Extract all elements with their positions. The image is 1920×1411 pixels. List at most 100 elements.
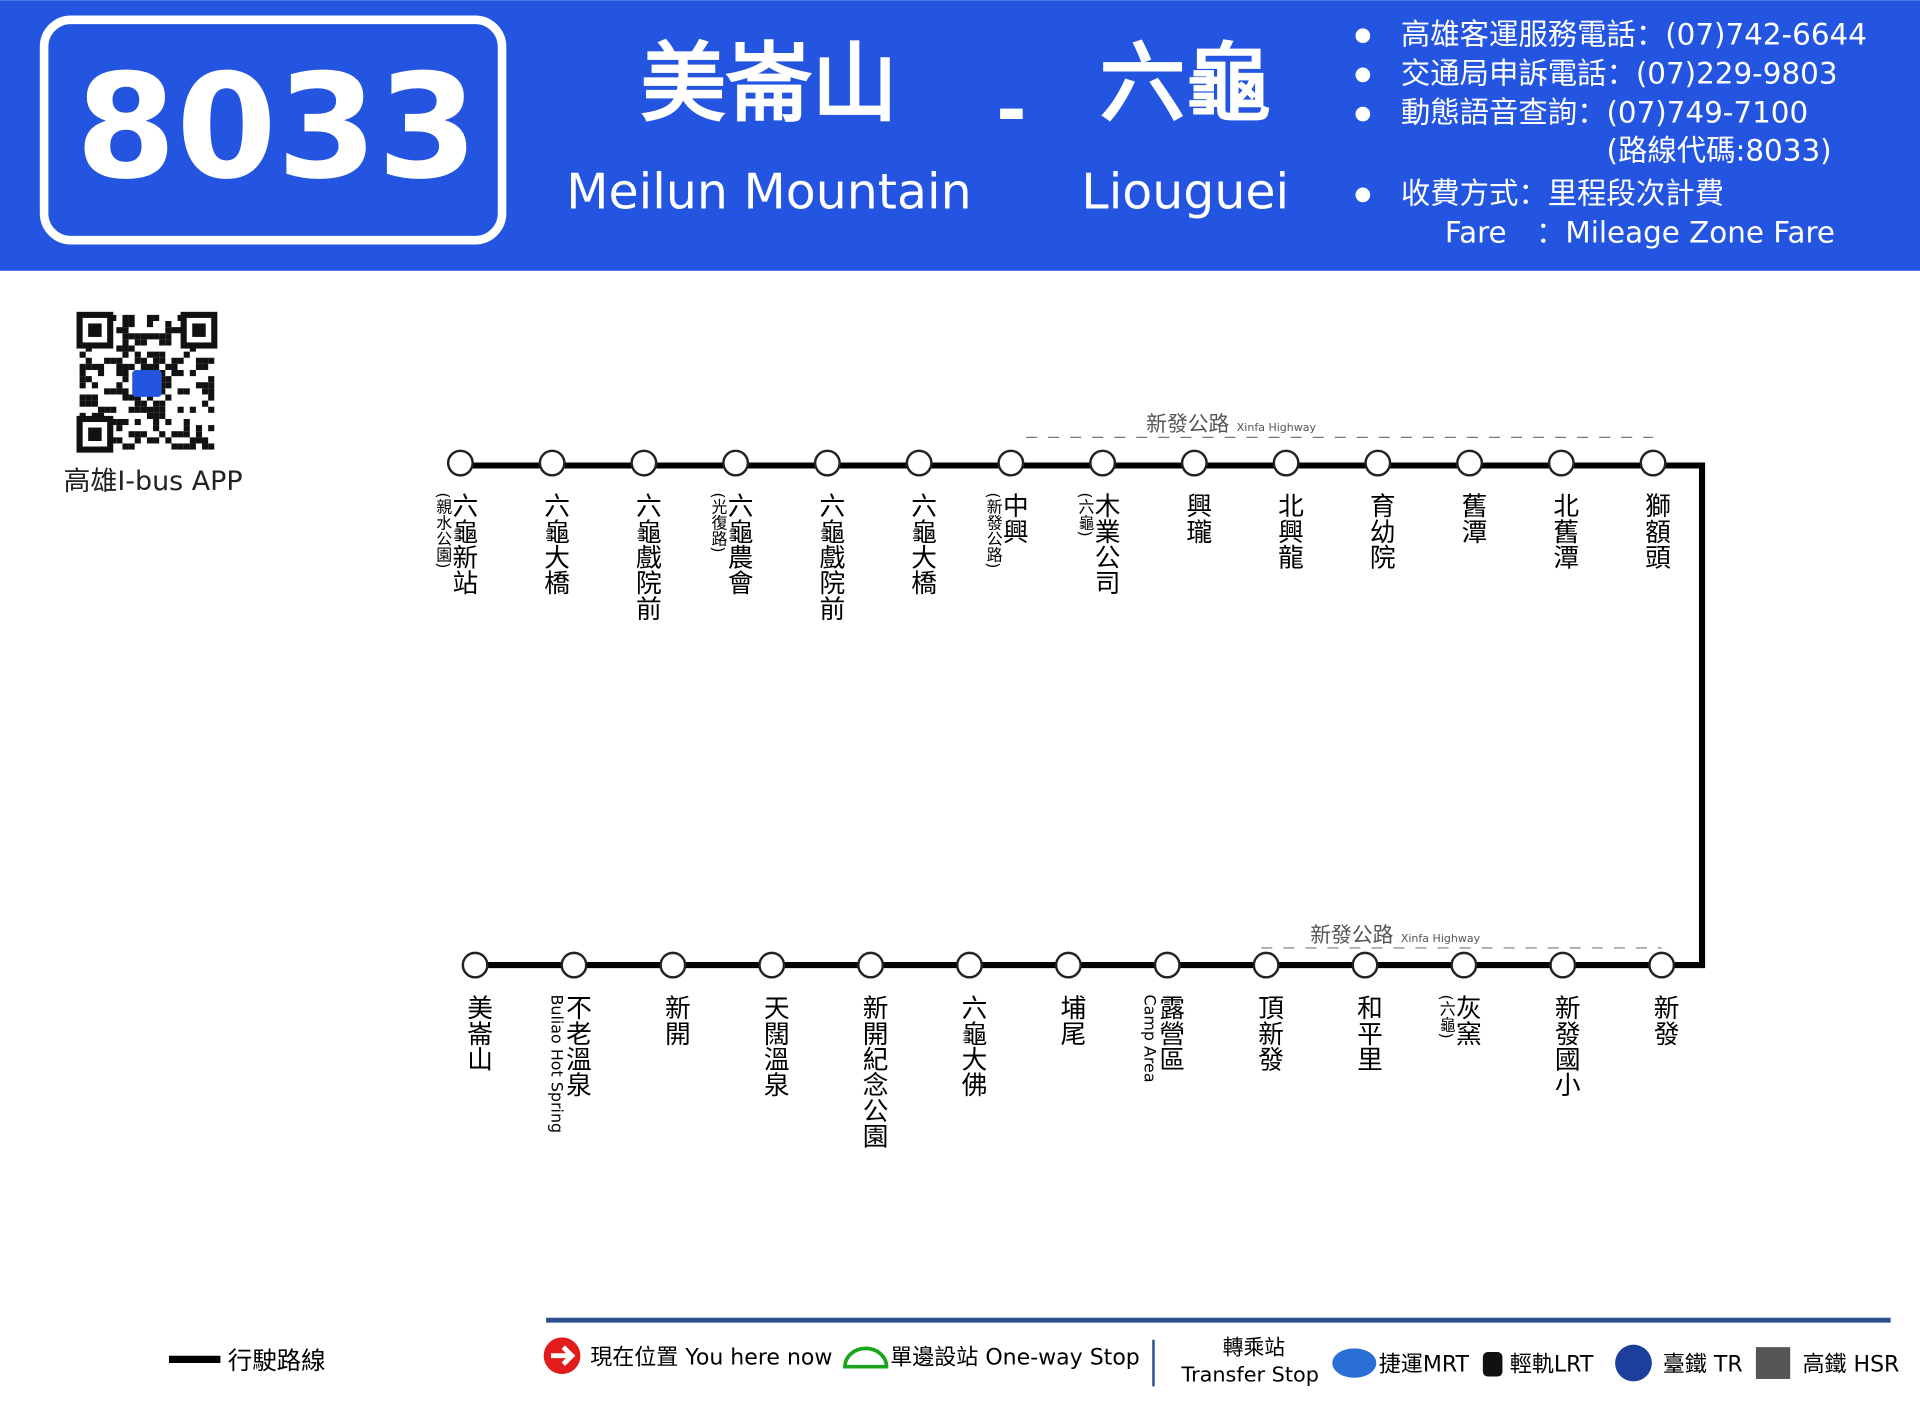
stop-name: 六龜新站	[448, 492, 478, 595]
route-number: 8033	[76, 44, 478, 212]
highway-en: Xinfa Highway	[1401, 932, 1481, 945]
qr-cell	[159, 388, 166, 395]
bullet	[1355, 67, 1371, 83]
qr-cell	[128, 406, 135, 413]
qr-cell	[195, 431, 203, 438]
stop-name: 六龜戲院前	[815, 492, 845, 621]
qr-cell	[189, 406, 196, 413]
qr-cell	[134, 394, 141, 401]
qr-cell	[97, 406, 105, 413]
qr-cell	[208, 425, 215, 432]
qr-cell	[140, 357, 147, 364]
qr-cell	[208, 357, 215, 364]
qr-cell	[177, 431, 184, 438]
qr-cell	[122, 443, 129, 450]
stop-name: 美崙山	[463, 994, 493, 1072]
legend-hsr: 高鐵 HSR	[1802, 1353, 1899, 1378]
stop	[813, 449, 841, 477]
legend-lrt: 輕軌LRT	[1510, 1353, 1594, 1378]
qr-finder	[76, 311, 114, 349]
bullet	[1355, 187, 1371, 203]
legend-mrt: 捷運MRT	[1379, 1353, 1470, 1378]
qr-cell	[208, 376, 215, 383]
transfer-en: Transfer Stop	[1180, 1362, 1319, 1386]
qr-cell	[128, 363, 135, 370]
stop	[758, 951, 786, 979]
qr-cell	[153, 437, 160, 444]
qr-cell	[153, 406, 160, 413]
qr-cell	[91, 400, 98, 407]
qr-cell	[140, 400, 147, 407]
qr-cell	[171, 443, 178, 450]
qr-cell	[146, 321, 154, 328]
qr-cell	[159, 431, 166, 438]
qr-cell	[153, 333, 160, 340]
qr-cell	[189, 369, 196, 377]
qr-cell	[159, 376, 166, 383]
stop	[857, 951, 885, 979]
qr-cell	[91, 412, 98, 419]
qr-cell	[116, 437, 123, 444]
qr-cell	[165, 394, 172, 401]
stop	[1456, 449, 1484, 477]
qr-cell	[208, 382, 215, 389]
qr-cell	[140, 339, 147, 346]
qr-cell	[165, 339, 172, 346]
hsr-icon	[1755, 1347, 1791, 1379]
transfer-zh: 轉乘站	[1223, 1335, 1285, 1359]
stop-sub: (親水公園)	[434, 492, 453, 568]
qr-cell	[208, 388, 215, 395]
qr-cell	[79, 376, 86, 383]
qr-cell	[110, 388, 117, 395]
stop	[630, 449, 658, 477]
stop-name: 新開紀念公園	[858, 994, 888, 1149]
info-line: 收費方式：里程段次計費	[1401, 176, 1724, 210]
qr-cell	[153, 400, 160, 407]
qr-cell	[171, 327, 178, 334]
qr-code	[76, 311, 218, 453]
qr-cell	[134, 351, 141, 358]
qr-cell	[202, 363, 209, 370]
tr-icon	[1615, 1344, 1652, 1382]
qr-cell	[104, 388, 111, 395]
stop	[1549, 951, 1577, 979]
qr-cell	[159, 382, 166, 389]
stop	[1364, 449, 1392, 477]
stop-name: 六龜農會	[723, 492, 753, 595]
qr-cell	[140, 406, 147, 413]
qr-finder	[88, 427, 102, 442]
qr-cell	[134, 418, 141, 426]
qr-cell	[171, 363, 178, 370]
highway-en: Xinfa Highway	[1237, 421, 1317, 434]
stop	[1089, 449, 1117, 477]
qr-cell	[122, 363, 129, 370]
info-line: (路線代碼:8033)	[1607, 134, 1832, 168]
qr-cell	[183, 388, 190, 395]
origin-zh: 美崙山	[640, 34, 897, 134]
stop	[905, 449, 933, 477]
stop-name: 和平里	[1352, 994, 1382, 1072]
stop-name: 興瓏	[1182, 492, 1212, 544]
qr-cell	[159, 406, 166, 413]
qr-cell	[116, 418, 123, 426]
qr-cell	[128, 333, 135, 340]
qr-cell	[183, 425, 190, 432]
stop-name: 灰窯	[1451, 994, 1481, 1046]
stop-name: 新發	[1649, 994, 1679, 1046]
header-bar	[0, 0, 1920, 271]
info: 高雄客運服務電話：(07)742-6644 交通局申訴電話：(07)229-980…	[1355, 17, 1867, 250]
qr-cell	[79, 369, 86, 377]
qr-cell	[134, 357, 141, 364]
qr-cell	[159, 351, 166, 358]
qr-cell	[140, 363, 147, 370]
qr-cell	[128, 345, 135, 352]
qr-cell	[146, 394, 154, 401]
stop	[1450, 951, 1478, 979]
stop	[1639, 449, 1667, 477]
qr-finder	[192, 323, 206, 337]
qr-cell	[195, 357, 203, 364]
dest-en: Liouguei	[1081, 163, 1289, 220]
qr-cell	[165, 333, 172, 340]
stop-sub: Buliao Hot Spring	[547, 994, 566, 1133]
